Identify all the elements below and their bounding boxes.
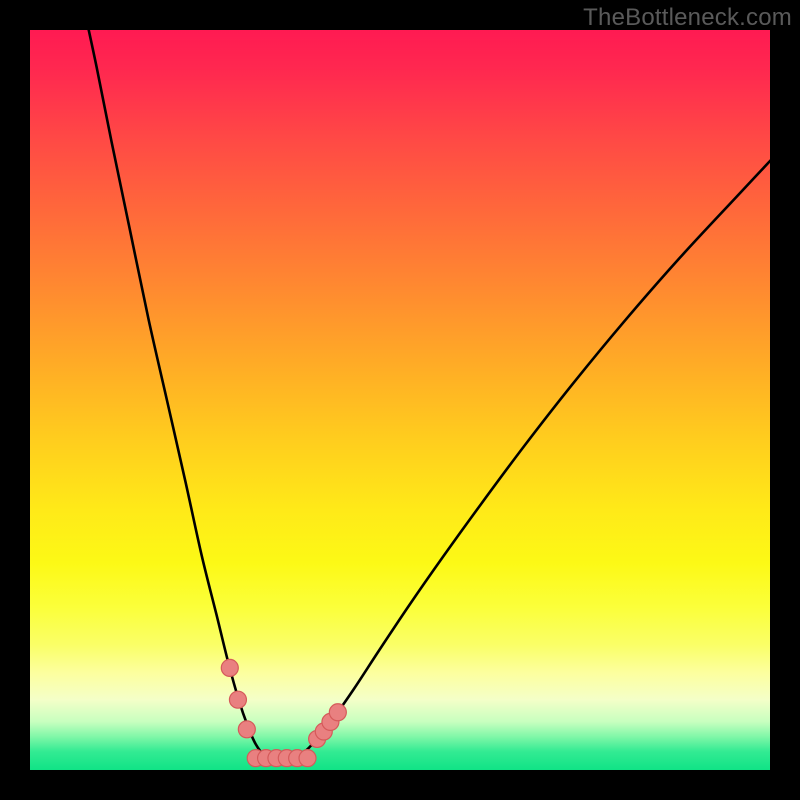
chart-plot-area [30, 30, 770, 770]
bottleneck-curve [86, 30, 771, 763]
data-marker [238, 721, 255, 738]
data-marker [299, 750, 316, 767]
data-markers [221, 659, 346, 766]
watermark-text: TheBottleneck.com [583, 4, 792, 32]
chart-overlay [30, 30, 770, 770]
data-marker [221, 659, 238, 676]
chart-outer-frame: TheBottleneck.com [0, 0, 800, 800]
data-marker [329, 704, 346, 721]
data-marker [229, 691, 246, 708]
